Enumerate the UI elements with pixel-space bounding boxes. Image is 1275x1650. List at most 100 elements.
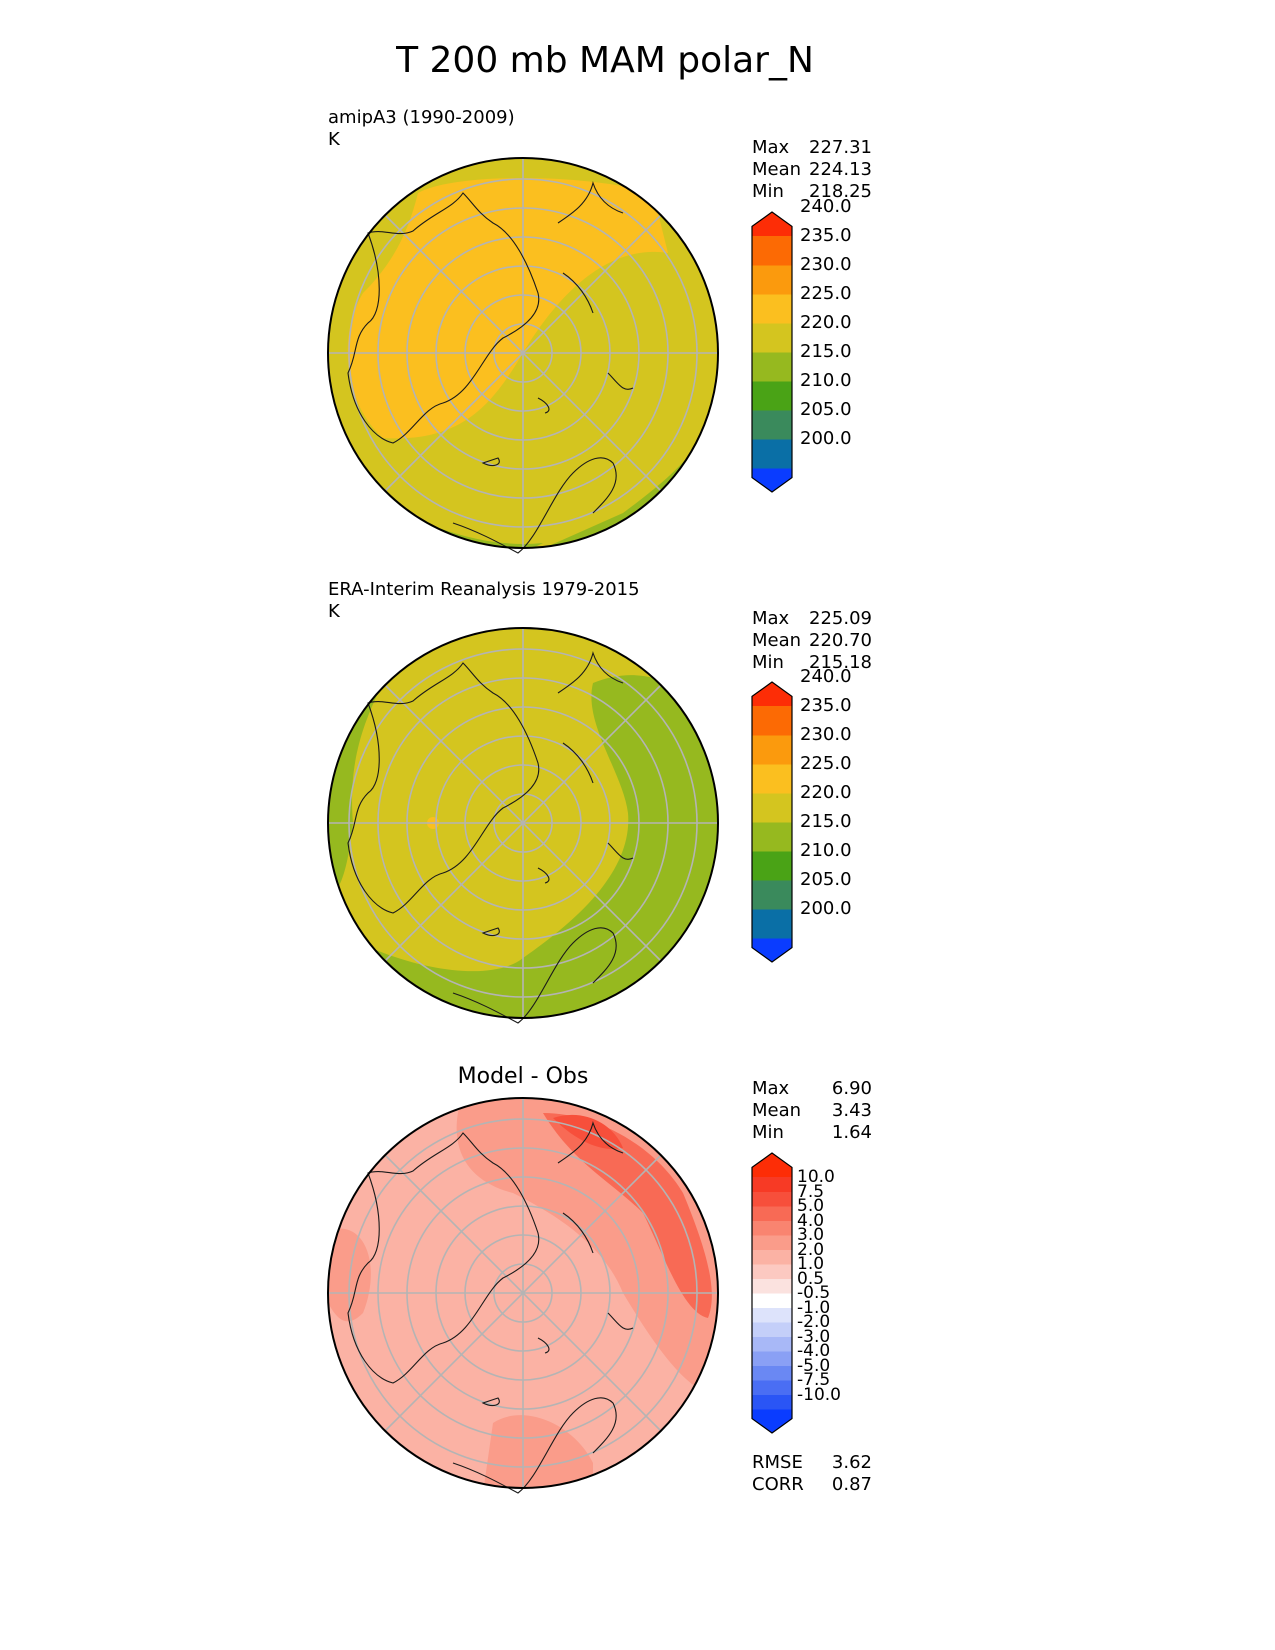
colorbar-tick-label: 215.0 <box>800 811 852 832</box>
colorbar-tick-label: 10.0 <box>797 1167 835 1187</box>
panel-model-units: K <box>328 129 340 150</box>
stat-max: Max 225.09 <box>752 608 872 630</box>
colorbar-segment <box>752 706 792 736</box>
polar-map-obs <box>327 627 719 1024</box>
colorbar-obs <box>751 681 793 963</box>
metric-key: CORR <box>752 1474 804 1495</box>
colorbar-tick-label: 240.0 <box>800 666 852 687</box>
stats-model: Max 227.31 Mean 224.13 Min 218.25 <box>752 137 872 203</box>
metric-rmse: RMSE 3.62 <box>752 1452 872 1474</box>
panel-model-dataset: amipA3 (1990-2009) <box>328 107 515 128</box>
colorbar-tick-label: 235.0 <box>800 695 852 716</box>
colorbar-tick-label: -2.0 <box>797 1312 831 1332</box>
stat-key: Min <box>752 181 784 202</box>
colorbar-tick-label: -3.0 <box>797 1326 831 1347</box>
stat-key: Mean <box>752 1100 802 1121</box>
stat-value: 225.09 <box>809 608 872 629</box>
stat-value: 215.18 <box>809 652 872 673</box>
colorbar-segment <box>752 1322 792 1337</box>
colorbar-tick-label: 2.0 <box>797 1239 825 1260</box>
colorbar-ticks-diff: -10.0 -7.5 -5.0 -4.0 -3.0 -2.0 -1.0 -0.5 0.5 1.0 2… <box>797 1153 870 1433</box>
colorbar-tick-label: 200.0 <box>800 898 852 919</box>
colorbar-segment <box>752 410 792 440</box>
colorbar-tick-label: 7.5 <box>797 1181 825 1202</box>
colorbar-segment <box>752 1351 792 1366</box>
stat-key: Max <box>752 608 790 629</box>
colorbar-segment <box>752 1394 792 1410</box>
colorbar-extend-high <box>752 682 792 706</box>
panel-model-label: amipA3 (1990-2009) K <box>328 107 515 151</box>
colorbar-segment <box>752 1336 792 1352</box>
colorbar-segment <box>752 1191 792 1207</box>
colorbar-segment <box>752 1278 792 1294</box>
colorbar-tick-label: 0.5 <box>797 1268 825 1289</box>
colorbar-segment <box>752 323 792 353</box>
colorbar-tick-label: 225.0 <box>800 283 852 304</box>
colorbar-tick-label: 210.0 <box>800 370 852 391</box>
stat-max: Max 6.90 <box>752 1078 872 1100</box>
colorbar-tick-label: 235.0 <box>800 225 852 246</box>
stat-key: Min <box>752 1122 784 1143</box>
polar-map-model <box>327 157 719 554</box>
colorbar-ticks-obs: 200.0 205.0 210.0 215.0 220.0 225.0 230.0 235.0… <box>800 668 870 962</box>
colorbar-extend-high <box>752 1153 792 1177</box>
metric-value: 0.87 <box>831 1474 872 1495</box>
metric-value: 3.62 <box>831 1452 872 1473</box>
metric-corr: CORR 0.87 <box>752 1474 872 1496</box>
colorbar-tick-label: 205.0 <box>800 399 852 420</box>
colorbar-segment <box>752 1206 792 1221</box>
colorbar-tick-label: -4.0 <box>797 1341 831 1361</box>
stat-key: Max <box>752 1078 790 1099</box>
colorbar-segment <box>752 439 792 469</box>
stat-key: Min <box>752 652 784 673</box>
coastlines <box>347 181 634 554</box>
colorbar-tick-label: 230.0 <box>800 254 852 275</box>
colorbar-segment <box>752 265 792 295</box>
colorbar-segment <box>752 1307 792 1323</box>
colorbar-segment <box>752 793 792 823</box>
stat-min: Min 215.18 <box>752 652 872 674</box>
colorbar-tick-label: -7.5 <box>797 1370 831 1390</box>
colorbar-tick-label: -1.0 <box>797 1297 831 1318</box>
panel-diff-title: Model - Obs <box>457 1064 589 1089</box>
colorbar-extend-high <box>752 212 792 236</box>
colorbar-tick-label: 1.0 <box>797 1254 825 1274</box>
colorbar-outline <box>751 211 793 493</box>
stat-value: 1.64 <box>831 1122 872 1143</box>
colorbar-segment <box>752 1264 792 1279</box>
panel-obs-label: ERA-Interim Reanalysis 1979-2015 K <box>328 579 640 623</box>
colorbar-segment <box>752 909 792 939</box>
colorbar-segment <box>752 1380 792 1395</box>
colorbar-outline <box>751 681 793 963</box>
stats-obs: Max 225.09 Mean 220.70 Min 215.18 <box>752 608 872 674</box>
stat-mean: Mean 224.13 <box>752 159 872 181</box>
stat-value: 224.13 <box>809 159 872 180</box>
stat-value: 218.25 <box>809 181 872 202</box>
colorbar-ticks-model: 200.0 205.0 210.0 215.0 220.0 225.0 230.0 235.0… <box>800 198 870 492</box>
colorbar-tick-label: 240.0 <box>800 196 852 217</box>
panel-obs-units: K <box>328 601 340 622</box>
colorbar-segment <box>752 381 792 411</box>
colorbar-tick-label: 220.0 <box>800 782 852 803</box>
metrics-diff: RMSE 3.62 CORR 0.87 <box>752 1452 872 1496</box>
stat-key: Mean <box>752 159 802 180</box>
colorbar-outline <box>751 1152 793 1434</box>
colorbar-segment <box>752 352 792 382</box>
metric-key: RMSE <box>752 1452 803 1473</box>
colorbar-tick-label: -10.0 <box>797 1384 841 1405</box>
colorbar-model <box>751 211 793 493</box>
panel-obs-dataset: ERA-Interim Reanalysis 1979-2015 <box>328 579 640 600</box>
colorbar-segment <box>752 735 792 765</box>
colorbar-extend-low <box>752 468 792 492</box>
stat-min: Min 1.64 <box>752 1122 872 1144</box>
colorbar-tick-label: 5.0 <box>797 1196 825 1216</box>
stat-value: 227.31 <box>809 137 872 158</box>
stat-mean: Mean 220.70 <box>752 630 872 652</box>
colorbar-segment <box>752 236 792 266</box>
stat-max: Max 227.31 <box>752 137 872 159</box>
stat-value: 220.70 <box>809 630 872 651</box>
colorbar-segment <box>752 294 792 324</box>
colorbar-segment <box>752 1235 792 1250</box>
colorbar-tick-label: 220.0 <box>800 312 852 333</box>
colorbar-segment <box>752 851 792 881</box>
